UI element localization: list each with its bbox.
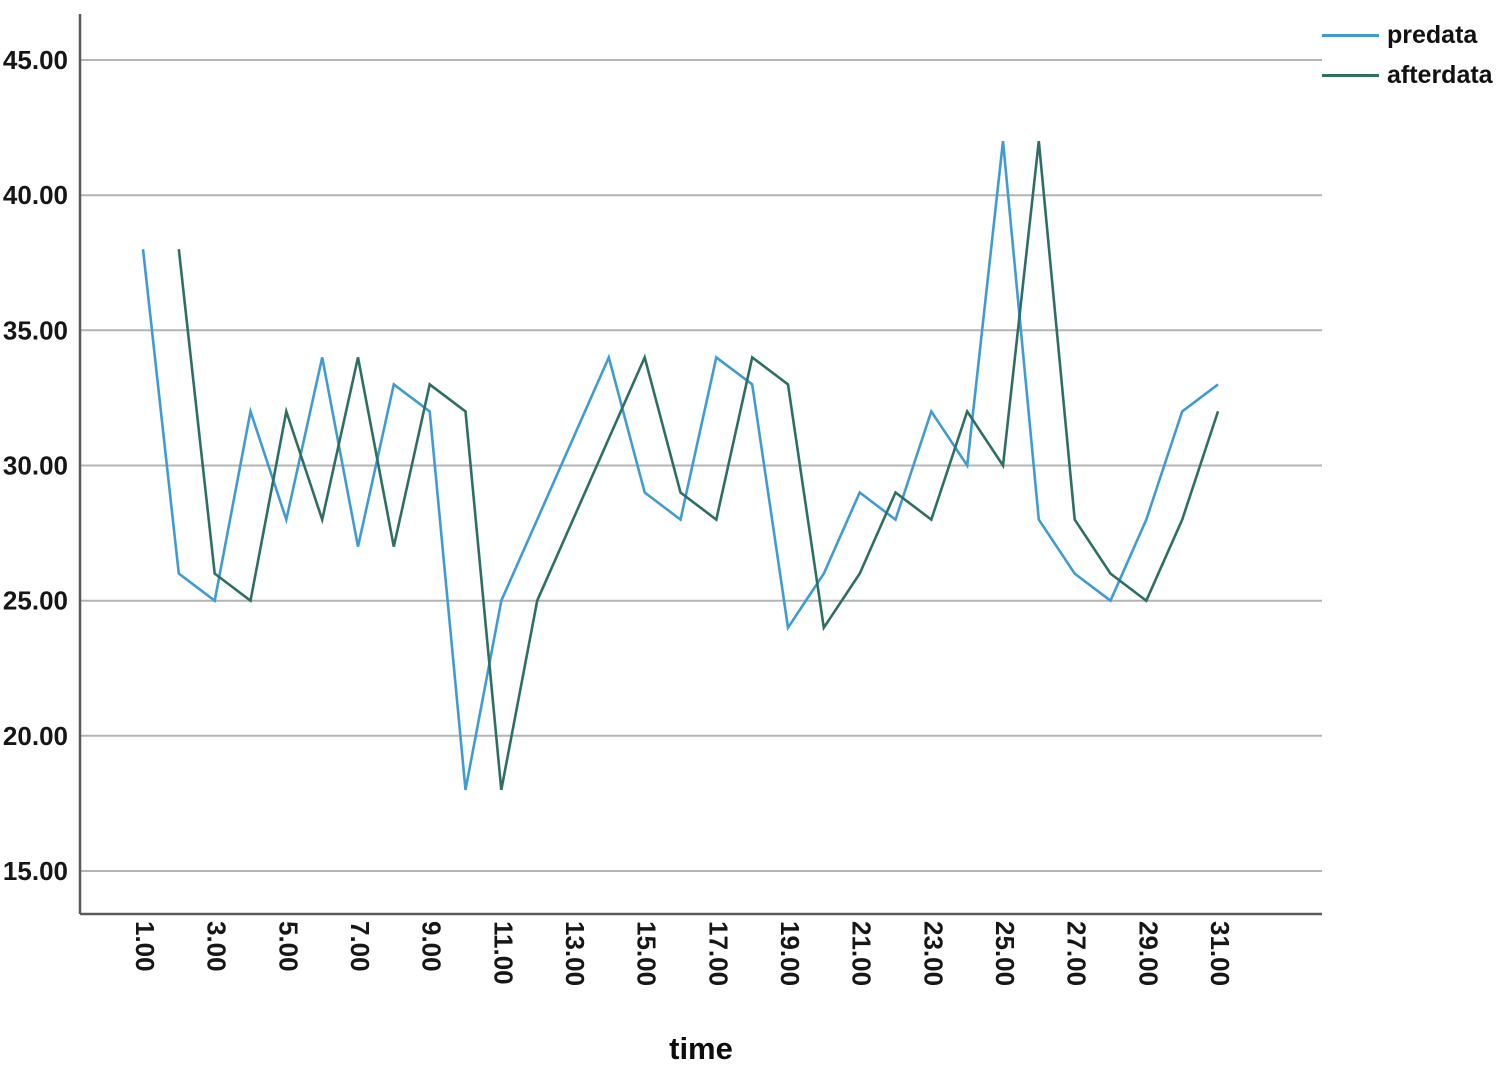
x-tick-label: 29.00 bbox=[1133, 921, 1163, 986]
x-tick-label: 9.00 bbox=[417, 921, 447, 972]
x-tick-label: 27.00 bbox=[1062, 921, 1092, 986]
x-tick-label: 31.00 bbox=[1205, 921, 1235, 986]
x-tick-label: 19.00 bbox=[775, 921, 805, 986]
x-tick-label: 7.00 bbox=[345, 921, 375, 972]
x-tick-label: 23.00 bbox=[918, 921, 948, 986]
x-axis-title: time bbox=[669, 1031, 733, 1066]
y-tick-label: 20.00 bbox=[3, 721, 68, 751]
y-tick-label: 45.00 bbox=[3, 45, 68, 75]
x-tick-label: 3.00 bbox=[202, 921, 232, 972]
x-tick-label: 13.00 bbox=[560, 921, 590, 986]
x-tick-label: 1.00 bbox=[130, 921, 160, 972]
x-tick-label: 5.00 bbox=[273, 921, 303, 972]
legend-item-afterdata: afterdata bbox=[1322, 61, 1500, 89]
x-tick-label: 15.00 bbox=[632, 921, 662, 986]
legend-swatch-afterdata-line bbox=[1322, 74, 1379, 77]
legend-swatch-predata-line bbox=[1322, 34, 1379, 37]
y-tick-label: 40.00 bbox=[3, 180, 68, 210]
x-tick-label: 11.00 bbox=[488, 921, 518, 985]
y-tick-label: 30.00 bbox=[3, 451, 68, 481]
x-tick-label: 25.00 bbox=[990, 921, 1020, 986]
x-tick-label: 17.00 bbox=[703, 921, 733, 986]
x-tick-label: 21.00 bbox=[847, 921, 877, 986]
legend-label-afterdata: afterdata bbox=[1387, 61, 1493, 89]
y-tick-label: 35.00 bbox=[3, 315, 68, 345]
y-tick-label: 15.00 bbox=[3, 856, 68, 886]
series-afterdata-line bbox=[177, 140, 1220, 791]
legend: predata afterdata bbox=[1322, 21, 1500, 102]
y-tick-label: 25.00 bbox=[3, 586, 68, 616]
series-predata-line bbox=[141, 140, 1219, 791]
legend-item-predata: predata bbox=[1322, 21, 1500, 49]
legend-label-predata: predata bbox=[1387, 21, 1478, 49]
